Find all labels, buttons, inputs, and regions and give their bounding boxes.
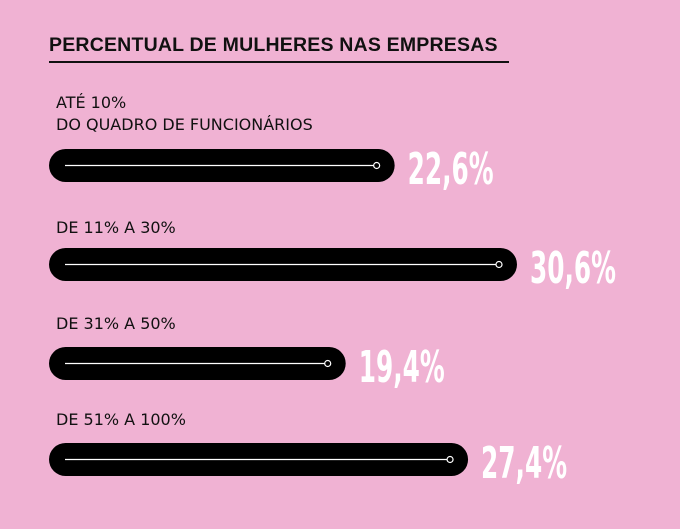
bar-end-dot-4 bbox=[446, 455, 454, 464]
value-label-1: 22,6% bbox=[408, 144, 494, 195]
bar-end-dot-2 bbox=[495, 260, 503, 269]
value-label-3: 19,4% bbox=[359, 342, 445, 393]
bar-group-3: 19,4% bbox=[49, 342, 445, 393]
bar-group-2: 30,6% bbox=[49, 243, 616, 294]
category-label-1: ATÉ 10% DO QUADRO DE FUNCIONÁRIOS bbox=[56, 93, 313, 134]
bar-end-dot-1 bbox=[373, 161, 381, 170]
category-label-3: DE 31% A 50% bbox=[56, 314, 176, 333]
category-label-2: DE 11% A 30% bbox=[56, 218, 176, 237]
value-label-2: 30,6% bbox=[530, 243, 616, 294]
bar-group-1: 22,6% bbox=[49, 144, 494, 195]
bar-end-dot-3 bbox=[324, 359, 332, 368]
title-underline bbox=[49, 61, 509, 63]
category-label-4: DE 51% A 100% bbox=[56, 410, 186, 429]
value-label-4: 27,4% bbox=[481, 438, 567, 489]
chart-title: PERCENTUAL DE MULHERES NAS EMPRESAS bbox=[49, 34, 498, 56]
bar-group-4: 27,4% bbox=[49, 438, 567, 489]
